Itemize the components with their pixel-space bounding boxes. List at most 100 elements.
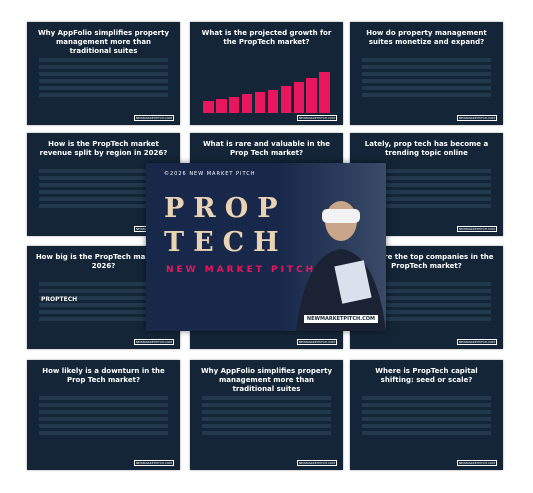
slide-footer: NEWMARKETPITCH.COM: [456, 460, 497, 466]
cover-title-1: PROP: [164, 193, 287, 224]
bar: [229, 96, 240, 113]
placeholder-row: [362, 282, 491, 286]
bar: [241, 94, 253, 113]
placeholder-row: [202, 403, 331, 407]
slide-body: [39, 282, 168, 337]
placeholder-row: [39, 431, 168, 435]
placeholder-row: [362, 176, 491, 180]
slide-title: What is the projected growth for the Pro…: [201, 29, 332, 46]
slide: How likely is a downturn in the Prop Tec…: [27, 360, 180, 470]
slide-title: Why AppFolio simplifies property managem…: [37, 29, 170, 55]
slide-body: [39, 169, 168, 224]
placeholder-row: [39, 310, 168, 314]
placeholder-row: [362, 65, 491, 69]
cover-site: NEWMARKETPITCH.COM: [303, 315, 378, 323]
slide-footer: NEWMARKETPITCH.COM: [456, 339, 497, 345]
placeholder-row: [362, 79, 491, 83]
placeholder-row: [39, 317, 168, 321]
placeholder-row: [202, 431, 331, 435]
slide: What is the projected growth for the Pro…: [190, 22, 343, 125]
placeholder-row: [39, 289, 168, 293]
slide-title: Lately, prop tech has become a trending …: [364, 140, 489, 157]
placeholder-row: [362, 431, 491, 435]
slide-footer: NEWMARKETPITCH.COM: [296, 115, 337, 121]
slide-title: How is the PropTech market revenue split…: [39, 140, 168, 157]
placeholder-row: [39, 65, 168, 69]
placeholder-row: [362, 410, 491, 414]
bar: [267, 90, 279, 113]
placeholder-row: [39, 93, 168, 97]
placeholder-row: [362, 197, 491, 201]
placeholder-row: [362, 86, 491, 90]
bar: [254, 92, 266, 113]
placeholder-row: [39, 303, 168, 307]
slide-footer: NEWMARKETPITCH.COM: [296, 460, 337, 466]
placeholder-row: [39, 58, 168, 62]
placeholder-row: [39, 197, 168, 201]
slide: Where is PropTech capital shifting: seed…: [350, 360, 503, 470]
placeholder-row: [362, 204, 491, 208]
slide-footer: NEWMARKETPITCH.COM: [456, 115, 497, 121]
placeholder-row: [362, 190, 491, 194]
placeholder-row: [39, 282, 168, 286]
slide-label: PROPTECH: [41, 296, 78, 303]
bar: [306, 77, 317, 113]
slide: How do property management suites moneti…: [350, 22, 503, 125]
bar: [293, 82, 304, 113]
placeholder-row: [362, 403, 491, 407]
slide-footer: NEWMARKETPITCH.COM: [456, 226, 497, 232]
slide-body: [362, 396, 491, 458]
slide: Why AppFolio simplifies property managem…: [190, 360, 343, 470]
placeholder-row: [39, 86, 168, 90]
placeholder-row: [39, 296, 168, 300]
placeholder-row: [39, 190, 168, 194]
placeholder-row: [39, 204, 168, 208]
placeholder-row: [39, 417, 168, 421]
person-illustration: [296, 201, 386, 331]
placeholder-row: [362, 396, 491, 400]
bar: [203, 100, 214, 113]
placeholder-row: [362, 72, 491, 76]
placeholder-row: [362, 289, 491, 293]
placeholder-row: [202, 424, 331, 428]
slide-title: Why AppFolio simplifies property managem…: [200, 367, 333, 393]
placeholder-row: [39, 403, 168, 407]
placeholder-row: [362, 303, 491, 307]
placeholder-row: [39, 424, 168, 428]
placeholder-row: [202, 417, 331, 421]
placeholder-row: [362, 310, 491, 314]
placeholder-row: [362, 417, 491, 421]
slide-body: [202, 58, 331, 113]
placeholder-row: [39, 396, 168, 400]
placeholder-row: [362, 169, 491, 173]
slide-title: How do property management suites moneti…: [366, 29, 487, 46]
cover-title-2: TECH: [164, 227, 288, 258]
placeholder-row: [39, 169, 168, 173]
brand: ©2026 NEW MARKET PITCH: [164, 171, 256, 177]
slide-title: Who are the top companies in the PropTec…: [359, 253, 494, 270]
cover-subtitle: NEW MARKET PITCH: [166, 265, 317, 275]
placeholder-row: [362, 296, 491, 300]
placeholder-row: [39, 176, 168, 180]
placeholder-row: [39, 183, 168, 187]
placeholder-row: [39, 72, 168, 76]
slide-footer: NEWMARKETPITCH.COM: [133, 339, 174, 345]
placeholder-row: [202, 396, 331, 400]
bar: [280, 86, 291, 113]
slide-title: Where is PropTech capital shifting: seed…: [375, 367, 478, 384]
slide-footer: NEWMARKETPITCH.COM: [133, 460, 174, 466]
slide-title: How likely is a downturn in the Prop Tec…: [42, 367, 165, 384]
slide-body: [39, 396, 168, 458]
placeholder-row: [39, 79, 168, 83]
slide-body: [202, 396, 331, 458]
placeholder-row: [362, 424, 491, 428]
bar: [319, 71, 330, 113]
placeholder-row: [39, 410, 168, 414]
slide-body: [362, 169, 491, 224]
bar: [216, 98, 227, 113]
slide-footer: NEWMARKETPITCH.COM: [296, 339, 337, 345]
placeholder-row: [362, 58, 491, 62]
slide-footer: NEWMARKETPITCH.COM: [133, 115, 174, 121]
slide: Why AppFolio simplifies property managem…: [27, 22, 180, 125]
